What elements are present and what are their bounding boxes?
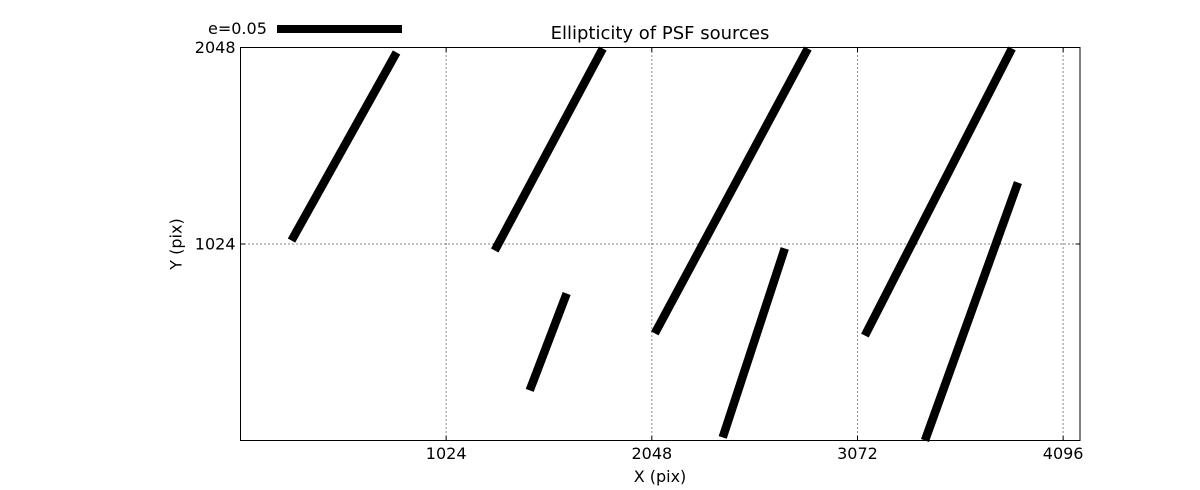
ellipticity-stick <box>287 50 401 243</box>
ellipticity-stick <box>651 46 812 336</box>
y-tick-label: 2048 <box>195 38 236 57</box>
x-axis-label: X (pix) <box>633 467 687 486</box>
x-tick-label: 4096 <box>1043 444 1084 463</box>
legend: e=0.05 <box>208 20 402 37</box>
legend-key-bar <box>276 24 402 33</box>
chart-title: Ellipticity of PSF sources <box>550 23 770 44</box>
x-tick-label: 3072 <box>837 444 878 463</box>
ellipticity-stick <box>920 181 1022 442</box>
x-tick-label: 1024 <box>426 444 467 463</box>
legend-label: e=0.05 <box>208 19 267 38</box>
ellipticity-stick <box>491 46 607 253</box>
x-tick-label: 2048 <box>631 444 672 463</box>
ellipticity-stick <box>525 291 571 392</box>
y-tick-label: 1024 <box>195 235 236 254</box>
ellipticity-stick <box>861 46 1016 338</box>
ellipticity-stick <box>718 247 789 439</box>
